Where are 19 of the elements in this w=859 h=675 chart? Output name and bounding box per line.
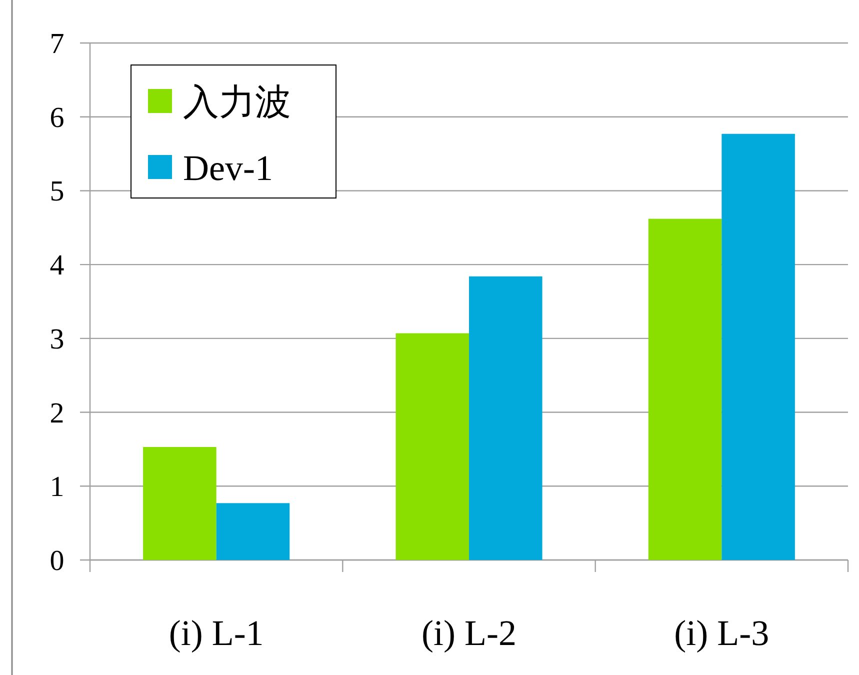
y-tick-label: 3	[50, 323, 64, 356]
legend-label: Dev-1	[183, 148, 273, 188]
y-tick-label: 6	[50, 102, 64, 134]
x-tick-label: (i) L-2	[422, 613, 516, 653]
bar	[469, 276, 542, 560]
y-tick-label: 7	[50, 28, 64, 60]
y-tick-label: 0	[50, 545, 64, 577]
y-tick-label: 4	[50, 250, 65, 282]
legend-label: 入力波	[183, 82, 291, 122]
bar	[143, 447, 216, 560]
bar	[396, 333, 469, 560]
bar	[648, 218, 722, 560]
bar	[722, 134, 795, 560]
y-tick-label: 5	[50, 176, 64, 208]
x-tick-label: (i) L-1	[168, 613, 264, 653]
y-tick-label: 1	[50, 471, 64, 504]
bar	[216, 503, 290, 560]
y-tick-label: 2	[50, 397, 64, 430]
x-tick-label: (i) L-3	[674, 613, 770, 653]
